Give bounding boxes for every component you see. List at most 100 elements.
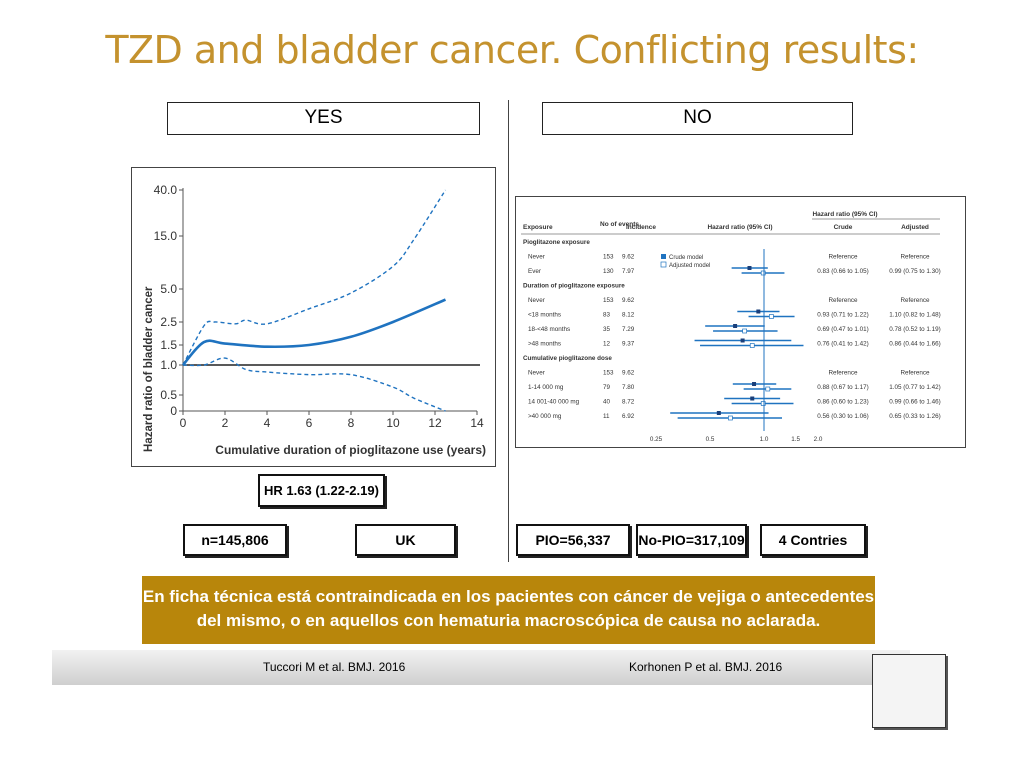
forest-row-label: Duration of pioglitazone exposure (523, 283, 625, 290)
forest-axis-tick: 0.25 (650, 436, 663, 443)
forest-incidence: 7.97 (622, 268, 635, 275)
y-tick-label: 0 (170, 404, 177, 418)
x-axis-label: Cumulative duration of pioglitazone use … (215, 443, 486, 457)
nopio-count-label: No-PIO=317,109 (636, 524, 747, 556)
forest-row-label: 1-14 000 mg (528, 384, 564, 391)
forest-row-label: 18-<48 months (528, 326, 570, 333)
forest-adjusted-value: 0.86 (0.44 to 1.66) (889, 341, 940, 348)
forest-events: 130 (603, 268, 614, 275)
forest-axis-tick: 1.0 (760, 436, 769, 443)
left-chart-panel: Hazard ratio of bladder cancer Cumulativ… (131, 167, 496, 467)
y-tick-label: 15.0 (154, 229, 178, 243)
forest-adjusted-value: 0.65 (0.33 to 1.26) (889, 413, 940, 420)
forest-adjusted-value: 1.05 (0.77 to 1.42) (889, 384, 940, 391)
exposure-header: Exposure (523, 224, 553, 231)
forest-events: 83 (603, 312, 611, 319)
crude-estimate-marker (752, 382, 757, 386)
forest-events: 153 (603, 297, 614, 304)
forest-events: 12 (603, 341, 611, 348)
forest-incidence: 9.62 (622, 254, 635, 261)
y-tick-label: 40.0 (154, 183, 178, 197)
crude-estimate-marker (756, 309, 761, 314)
n-count-label: n=145,806 (183, 524, 287, 556)
events-header: No of events (600, 221, 639, 228)
hazard-ratio-line (182, 298, 447, 366)
forest-adjusted-value: Reference (900, 297, 930, 304)
forest-incidence: 8.72 (622, 399, 635, 406)
hr-group-header: Hazard ratio (95% CI) (812, 211, 877, 218)
citation-footer (52, 650, 910, 685)
adjusted-legend-label: Adjusted model (669, 263, 710, 269)
x-tick-label: 0 (180, 416, 187, 430)
left-citation: Tuccori M et al. BMJ. 2016 (263, 660, 406, 674)
y-tick-label: 0.5 (160, 388, 177, 402)
crude-estimate-marker (747, 266, 752, 270)
forest-row-label: 14 001-40 000 mg (528, 399, 580, 406)
incidence-header: Incidence (626, 224, 656, 231)
crude-estimate-marker (750, 396, 755, 401)
confidence-band-line (182, 189, 447, 366)
adjusted-estimate-marker (765, 386, 771, 392)
y-tick-label: 2.5 (160, 315, 177, 329)
slide-nav-box[interactable] (872, 654, 946, 728)
x-tick-label: 4 (264, 416, 271, 430)
forest-hr-header: Hazard ratio (95% CI) (707, 224, 772, 231)
x-tick-label: 14 (470, 416, 484, 430)
forest-row-label: Never (528, 370, 545, 377)
x-tick-label: 12 (428, 416, 442, 430)
y-tick-label: 5.0 (160, 282, 177, 296)
countries-label: 4 Contries (760, 524, 866, 556)
x-tick-label: 2 (222, 416, 229, 430)
no-header: NO (542, 102, 853, 135)
column-divider (508, 100, 509, 562)
crude-legend-swatch (661, 254, 666, 259)
adjusted-estimate-marker (760, 270, 766, 276)
forest-adjusted-value: 1.10 (0.82 to 1.48) (889, 312, 940, 319)
forest-row-label: >48 months (528, 341, 561, 348)
adjusted-estimate-marker (760, 401, 766, 406)
crude-estimate-marker (733, 324, 738, 328)
forest-row-label: <18 months (528, 312, 561, 319)
forest-adjusted-value: 0.99 (0.75 to 1.30) (889, 268, 940, 275)
hazard-ratio-chart: Hazard ratio of bladder cancer Cumulativ… (143, 183, 486, 457)
forest-crude-value: 0.56 (0.30 to 1.06) (817, 413, 868, 420)
forest-axis-tick: 1.5 (791, 436, 800, 443)
crude-estimate-marker (740, 338, 745, 343)
adjusted-estimate-marker (769, 314, 774, 319)
adjusted-legend-swatch (660, 261, 667, 268)
forest-adjusted-value: Reference (900, 254, 930, 261)
crude-header: Crude (834, 224, 853, 231)
adjusted-estimate-marker (728, 415, 733, 421)
forest-row-label: Never (528, 254, 545, 261)
adjusted-estimate-marker (742, 328, 747, 334)
hr-label: HR 1.63 (1.22-2.19) (258, 474, 385, 507)
forest-incidence: 9.62 (622, 370, 635, 377)
forest-axis-tick: 0.5 (706, 436, 715, 443)
adjusted-estimate-marker (749, 343, 755, 348)
x-tick-label: 6 (306, 416, 313, 430)
y-axis-label: Hazard ratio of bladder cancer (143, 286, 155, 452)
forest-events: 40 (603, 399, 611, 406)
forest-events: 11 (603, 413, 610, 420)
forest-plot-panel: Hazard ratio (95% CI) Exposure No of eve… (515, 196, 966, 448)
adjusted-header: Adjusted (901, 224, 929, 231)
forest-incidence: 7.80 (622, 384, 635, 391)
forest-row-label: Never (528, 297, 545, 304)
forest-incidence: 7.29 (622, 326, 635, 333)
forest-events: 153 (603, 370, 614, 377)
forest-crude-value: 0.88 (0.67 to 1.17) (817, 384, 868, 391)
country-label: UK (355, 524, 456, 556)
forest-adjusted-value: 0.78 (0.52 to 1.19) (889, 326, 940, 333)
forest-row-label: Pioglitazone exposure (523, 239, 590, 246)
y-tick-label: 1.5 (160, 338, 177, 352)
forest-events: 79 (603, 384, 611, 391)
y-tick-label: 1.0 (160, 358, 177, 372)
confidence-band-line (182, 357, 446, 412)
forest-crude-value: Reference (828, 254, 858, 261)
forest-crude-value: Reference (828, 370, 858, 377)
forest-row-label: Ever (528, 268, 541, 275)
forest-events: 35 (603, 326, 611, 333)
forest-crude-value: 0.69 (0.47 to 1.01) (817, 326, 868, 333)
forest-events: 153 (603, 254, 614, 261)
x-tick-label: 8 (348, 416, 355, 430)
